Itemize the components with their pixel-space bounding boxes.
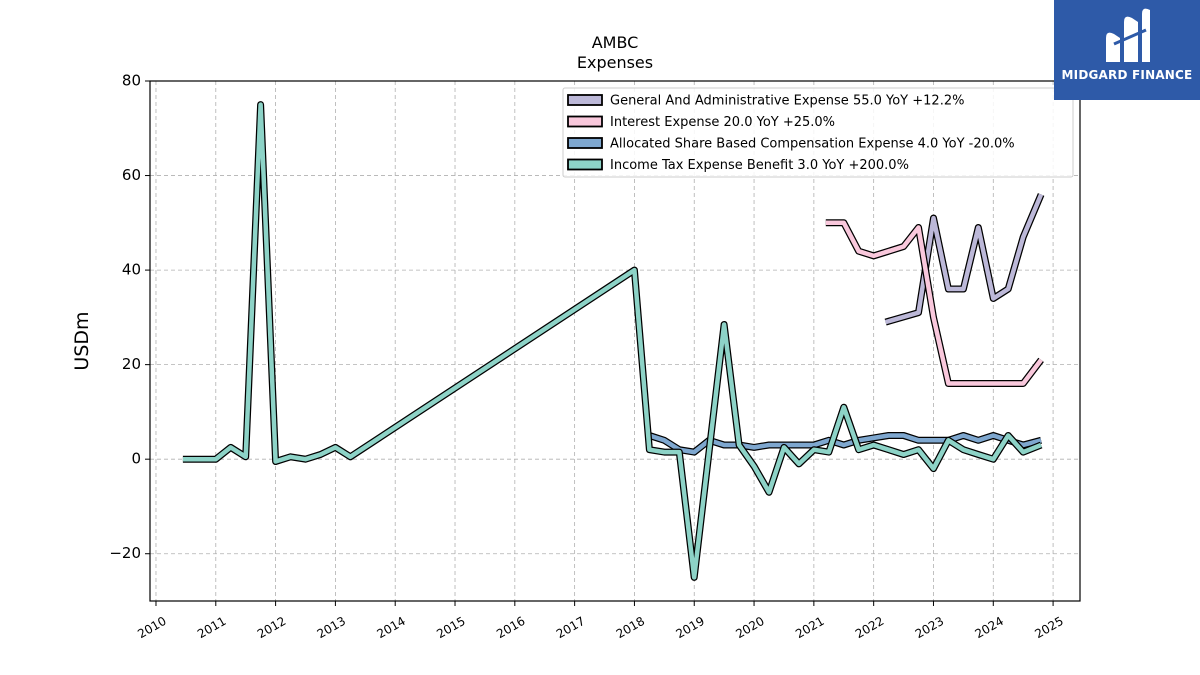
legend: General And Administrative Expense 55.0 … — [562, 87, 1074, 178]
series-2 — [648, 432, 1042, 456]
series-line — [648, 433, 1042, 455]
x-tick-label: 2012 — [255, 614, 288, 641]
legend-swatch — [567, 158, 603, 171]
series-1 — [825, 219, 1044, 387]
x-tick-label: 2010 — [135, 614, 168, 641]
legend-item: Income Tax Expense Benefit 3.0 YoY +200.… — [567, 158, 909, 173]
logo-brand-text: MIDGARD FINANCE — [1061, 68, 1193, 82]
y-tick-label: 80 — [122, 72, 141, 90]
legend-swatch — [567, 137, 603, 149]
x-tick-label: 2011 — [195, 614, 228, 641]
chart-title: AMBC — [592, 33, 639, 52]
y-tick-label: −20 — [109, 544, 141, 562]
series-3 — [182, 101, 1043, 581]
x-tick-label: 2014 — [374, 614, 407, 641]
midgard-logo-icon — [1106, 8, 1150, 63]
x-tick-label: 2019 — [674, 614, 707, 641]
x-tick-label: 2021 — [793, 614, 826, 641]
legend-label: Allocated Share Based Compensation Expen… — [610, 137, 1015, 152]
x-tick-label: 2025 — [1032, 614, 1065, 641]
series-lines — [182, 101, 1045, 581]
x-tick-label: 2016 — [494, 614, 527, 641]
chart-subtitle: Expenses — [577, 53, 653, 72]
series-0 — [884, 193, 1045, 326]
x-tick-label: 2023 — [913, 614, 946, 641]
plot-frame — [149, 80, 1081, 602]
series-line — [884, 193, 1044, 325]
legend-item: Allocated Share Based Compensation Expen… — [567, 137, 1015, 152]
y-axis-label: USDm — [71, 311, 93, 370]
series-line — [825, 220, 1043, 386]
y-tick-label: 40 — [122, 261, 141, 279]
x-tick-label: 2024 — [973, 614, 1006, 641]
legend-label: General And Administrative Expense 55.0 … — [610, 94, 964, 109]
legend-label: Interest Expense 20.0 YoY +25.0% — [610, 115, 835, 130]
legend-swatch — [567, 115, 603, 128]
y-tick-label: 20 — [122, 355, 141, 373]
y-tick-label: 60 — [122, 166, 141, 184]
legend-label: Income Tax Expense Benefit 3.0 YoY +200.… — [610, 158, 909, 173]
legend-frame — [562, 87, 1074, 178]
series-line — [182, 102, 1042, 580]
legend-item: Interest Expense 20.0 YoY +25.0% — [567, 115, 835, 130]
midgard-logo: MIDGARD FINANCE — [1054, 0, 1200, 100]
x-tick-label: 2013 — [315, 614, 348, 641]
y-axis: −20 0 20 40 60 80 — [109, 72, 150, 562]
x-tick-label: 2015 — [434, 614, 467, 641]
y-tick-label: 0 — [131, 450, 141, 468]
legend-item: General And Administrative Expense 55.0 … — [567, 94, 964, 109]
x-tick-label: 2018 — [614, 614, 647, 641]
legend-swatch — [567, 94, 603, 106]
x-tick-label: 2022 — [853, 614, 886, 641]
x-tick-label: 2017 — [554, 614, 587, 641]
x-axis: 2010 2011 2012 2013 2014 2015 2016 2017 2018 2019… — [135, 601, 1066, 641]
x-tick-label: 2020 — [733, 614, 766, 641]
